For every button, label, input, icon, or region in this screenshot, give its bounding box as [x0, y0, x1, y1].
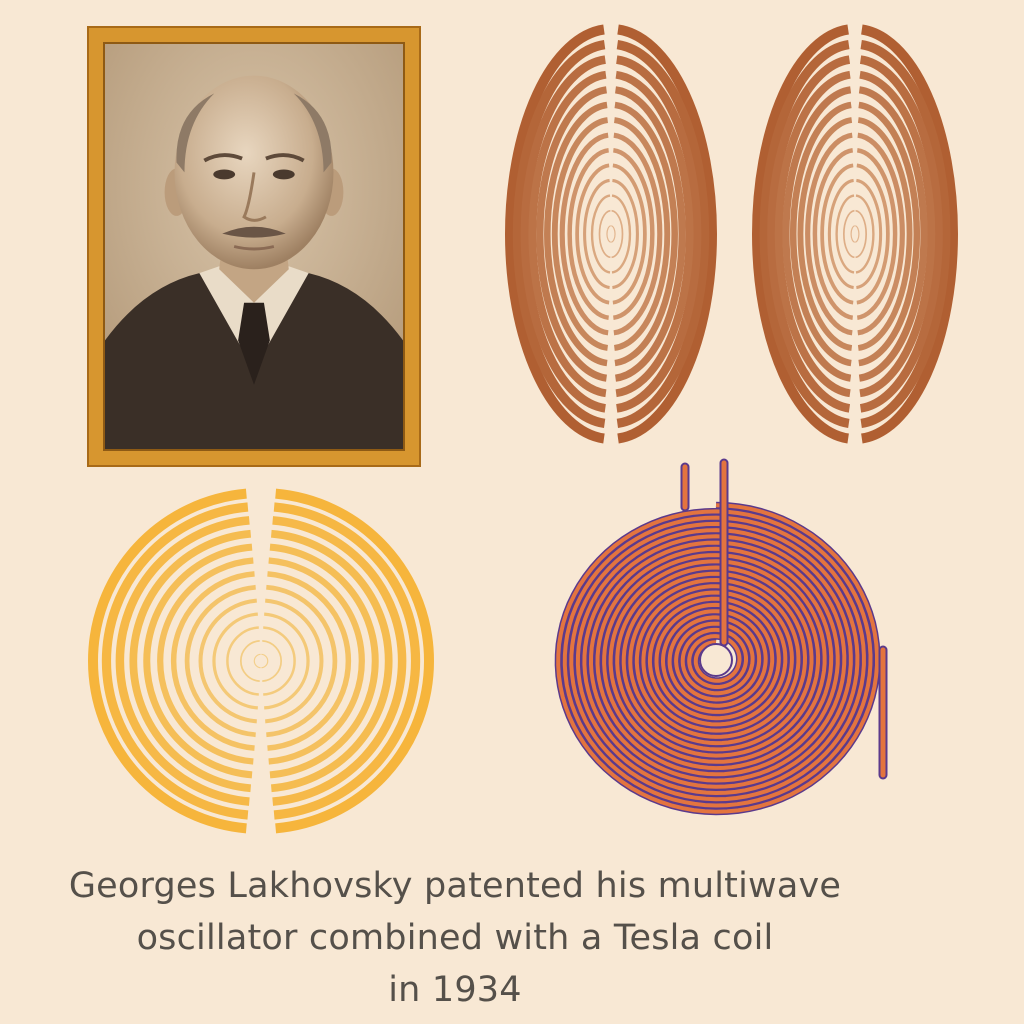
gold-ring-oscillator: [88, 488, 434, 834]
gold-ring: [261, 653, 269, 669]
copper-right-ring: [857, 117, 913, 351]
copper-left-ring: [611, 194, 632, 274]
copper-right-ring: [805, 132, 853, 336]
copper-left-ring: [614, 101, 678, 367]
coil-center-hole: [699, 643, 733, 677]
copper-right-ring: [856, 163, 890, 305]
copper-ring-oscillator-right: [751, 24, 959, 444]
copper-right-ring: [856, 178, 883, 290]
gold-ring: [266, 584, 338, 738]
copper-right-ring: [835, 194, 855, 274]
copper-left-ring: [512, 39, 606, 429]
copper-right-ring: [782, 86, 852, 382]
gold-ring: [184, 584, 256, 738]
gold-ring: [270, 529, 393, 793]
gold-ring: [170, 571, 255, 751]
copper-left-ring: [536, 86, 607, 382]
copper-left-ring: [610, 225, 616, 243]
copper-left-ring: [551, 117, 609, 351]
copper-left-ring: [575, 163, 610, 305]
caption-line-2: oscillator combined with a Tesla coil: [136, 918, 774, 958]
copper-left-ring: [613, 148, 655, 320]
copper-left-ring: [616, 39, 710, 429]
copper-right-ring: [855, 209, 868, 259]
copper-right-ring: [857, 132, 905, 336]
portrait-frame: [87, 26, 421, 467]
caption-line-1: Georges Lakhovsky patented his multiwave: [68, 866, 842, 906]
portrait-photo: [103, 42, 405, 451]
copper-left-ring: [567, 148, 609, 320]
copper-left-ring: [616, 55, 702, 413]
gold-ring: [157, 557, 254, 765]
gold-ring: [275, 488, 434, 834]
gold-ring: [115, 516, 250, 806]
gold-ring: [129, 529, 252, 793]
copper-left-ring: [559, 132, 609, 336]
copper-right-ring: [789, 101, 852, 367]
gold-ring: [212, 612, 258, 710]
portrait-image: [105, 44, 403, 449]
gold-ring: [267, 571, 352, 751]
copper-left-ring: [598, 209, 611, 259]
copper-right-ring: [859, 55, 943, 413]
copper-left-ring: [528, 70, 607, 398]
copper-left-ring: [583, 178, 610, 290]
copper-right-ring: [854, 225, 860, 243]
copper-right-ring: [855, 194, 875, 274]
gold-ring: [101, 502, 249, 820]
gold-ring: [268, 557, 365, 765]
copper-right-ring: [774, 70, 851, 398]
coil-winding: [556, 503, 879, 814]
copper-left-ring: [590, 194, 611, 274]
tesla-spiral-coil: [554, 458, 888, 816]
copper-right-ring: [827, 178, 854, 290]
gold-ring: [264, 612, 310, 710]
copper-left-ring: [615, 86, 686, 382]
copper-left-ring: [617, 24, 718, 444]
copper-right-ring: [797, 117, 853, 351]
copper-right-ring: [767, 55, 851, 413]
copper-right-ring: [858, 101, 921, 367]
gold-ring: [240, 640, 260, 682]
copper-right-ring: [751, 24, 849, 444]
copper-left-ring: [504, 24, 605, 444]
copper-right-ring: [820, 163, 854, 305]
copper-left-ring: [612, 163, 647, 305]
caption-line-3: in 1934: [388, 970, 522, 1010]
gold-ring: [265, 598, 324, 724]
copper-left-ring: [544, 101, 608, 367]
copper-left-ring: [615, 70, 694, 398]
copper-left-ring: [613, 132, 663, 336]
copper-left-ring: [613, 117, 671, 351]
gold-ring: [143, 543, 253, 779]
copper-right-ring: [860, 39, 951, 429]
gold-ring: [269, 543, 379, 779]
gold-ring: [88, 488, 247, 834]
gold-ring: [273, 502, 421, 820]
copper-left-ring: [520, 55, 606, 413]
copper-right-ring: [850, 225, 856, 243]
copper-right-ring: [812, 148, 854, 320]
gold-ring: [272, 516, 407, 806]
copper-right-ring: [859, 70, 936, 398]
copper-right-ring: [759, 39, 850, 429]
copper-left-ring: [612, 178, 639, 290]
copper-right-ring: [856, 148, 898, 320]
copper-left-ring: [611, 209, 624, 259]
gold-ring: [226, 626, 259, 696]
gold-ring: [263, 626, 296, 696]
copper-right-ring: [842, 209, 855, 259]
gold-ring: [262, 640, 282, 682]
copper-left-ring: [606, 225, 612, 243]
caption: Georges Lakhovsky patented his multiwave…: [0, 860, 910, 1016]
copper-right-ring: [858, 86, 928, 382]
copper-right-ring: [861, 24, 959, 444]
gold-ring: [198, 598, 257, 724]
copper-ring-oscillator-left: [504, 24, 718, 444]
gold-ring: [253, 653, 261, 669]
